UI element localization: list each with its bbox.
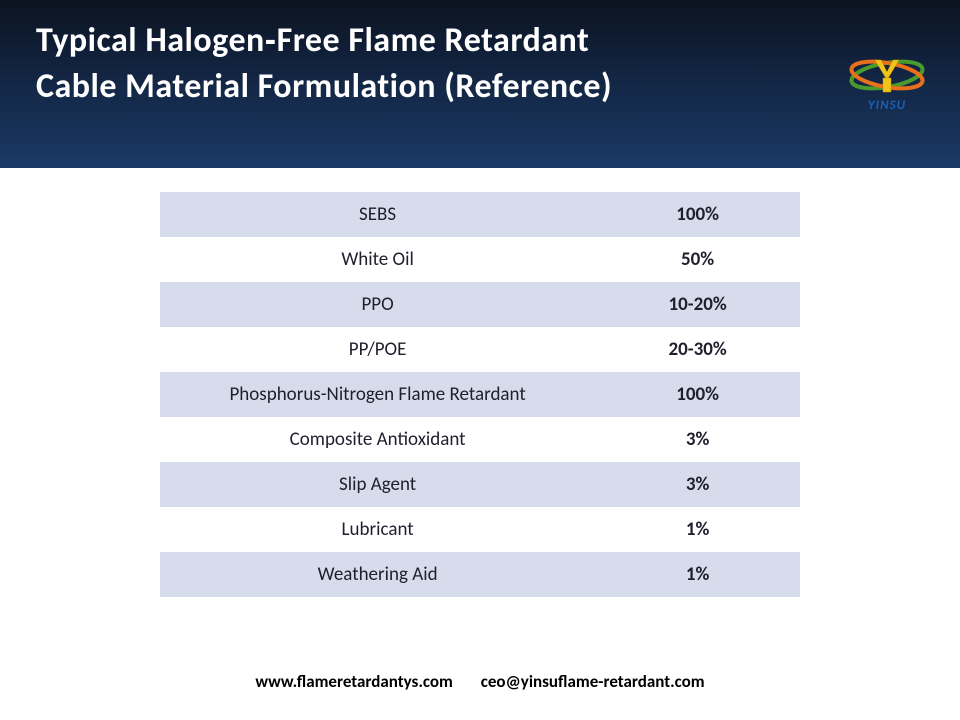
ingredient-value: 50% [595,237,800,282]
table-row: Lubricant 1% [160,507,800,552]
logo-text: YINSU [842,98,932,113]
ingredient-name: PPO [160,282,595,327]
table-row: PP/POE 20-30% [160,327,800,372]
ingredient-name: Slip Agent [160,462,595,507]
content-area: YINSU SEBS 100% White Oil 50% PPO 10-20%… [0,168,960,597]
table-row: PPO 10-20% [160,282,800,327]
table-row: Weathering Aid 1% [160,552,800,597]
ingredient-name: Composite Antioxidant [160,417,595,462]
formulation-table-wrap: SEBS 100% White Oil 50% PPO 10-20% PP/PO… [160,192,800,597]
table-row: SEBS 100% [160,192,800,237]
ingredient-name: Phosphorus-Nitrogen Flame Retardant [160,372,595,417]
footer-contact: www.flameretardantys.com ceo@yinsuflame-… [0,671,960,692]
footer-email: ceo@yinsuflame-retardant.com [481,671,705,692]
ingredient-value: 20-30% [595,327,800,372]
ingredient-value: 100% [595,372,800,417]
ingredient-name: Weathering Aid [160,552,595,597]
ingredient-name: White Oil [160,237,595,282]
ingredient-name: PP/POE [160,327,595,372]
footer-website: www.flameretardantys.com [255,671,453,692]
ingredient-value: 1% [595,507,800,552]
ingredient-name: Lubricant [160,507,595,552]
ingredient-value: 3% [595,417,800,462]
formulation-table: SEBS 100% White Oil 50% PPO 10-20% PP/PO… [160,192,800,597]
table-row: Composite Antioxidant 3% [160,417,800,462]
ingredient-name: SEBS [160,192,595,237]
table-row: Phosphorus-Nitrogen Flame Retardant 100% [160,372,800,417]
header-banner: Typical Halogen‑Free Flame Retardant Cab… [0,0,960,168]
table-row: Slip Agent 3% [160,462,800,507]
ingredient-value: 100% [595,192,800,237]
ingredient-value: 3% [595,462,800,507]
ingredient-value: 10-20% [595,282,800,327]
table-row: White Oil 50% [160,237,800,282]
ingredient-value: 1% [595,552,800,597]
brand-logo: YINSU [842,50,932,113]
logo-mark-icon [847,50,927,100]
page-title: Typical Halogen‑Free Flame Retardant Cab… [36,18,676,110]
